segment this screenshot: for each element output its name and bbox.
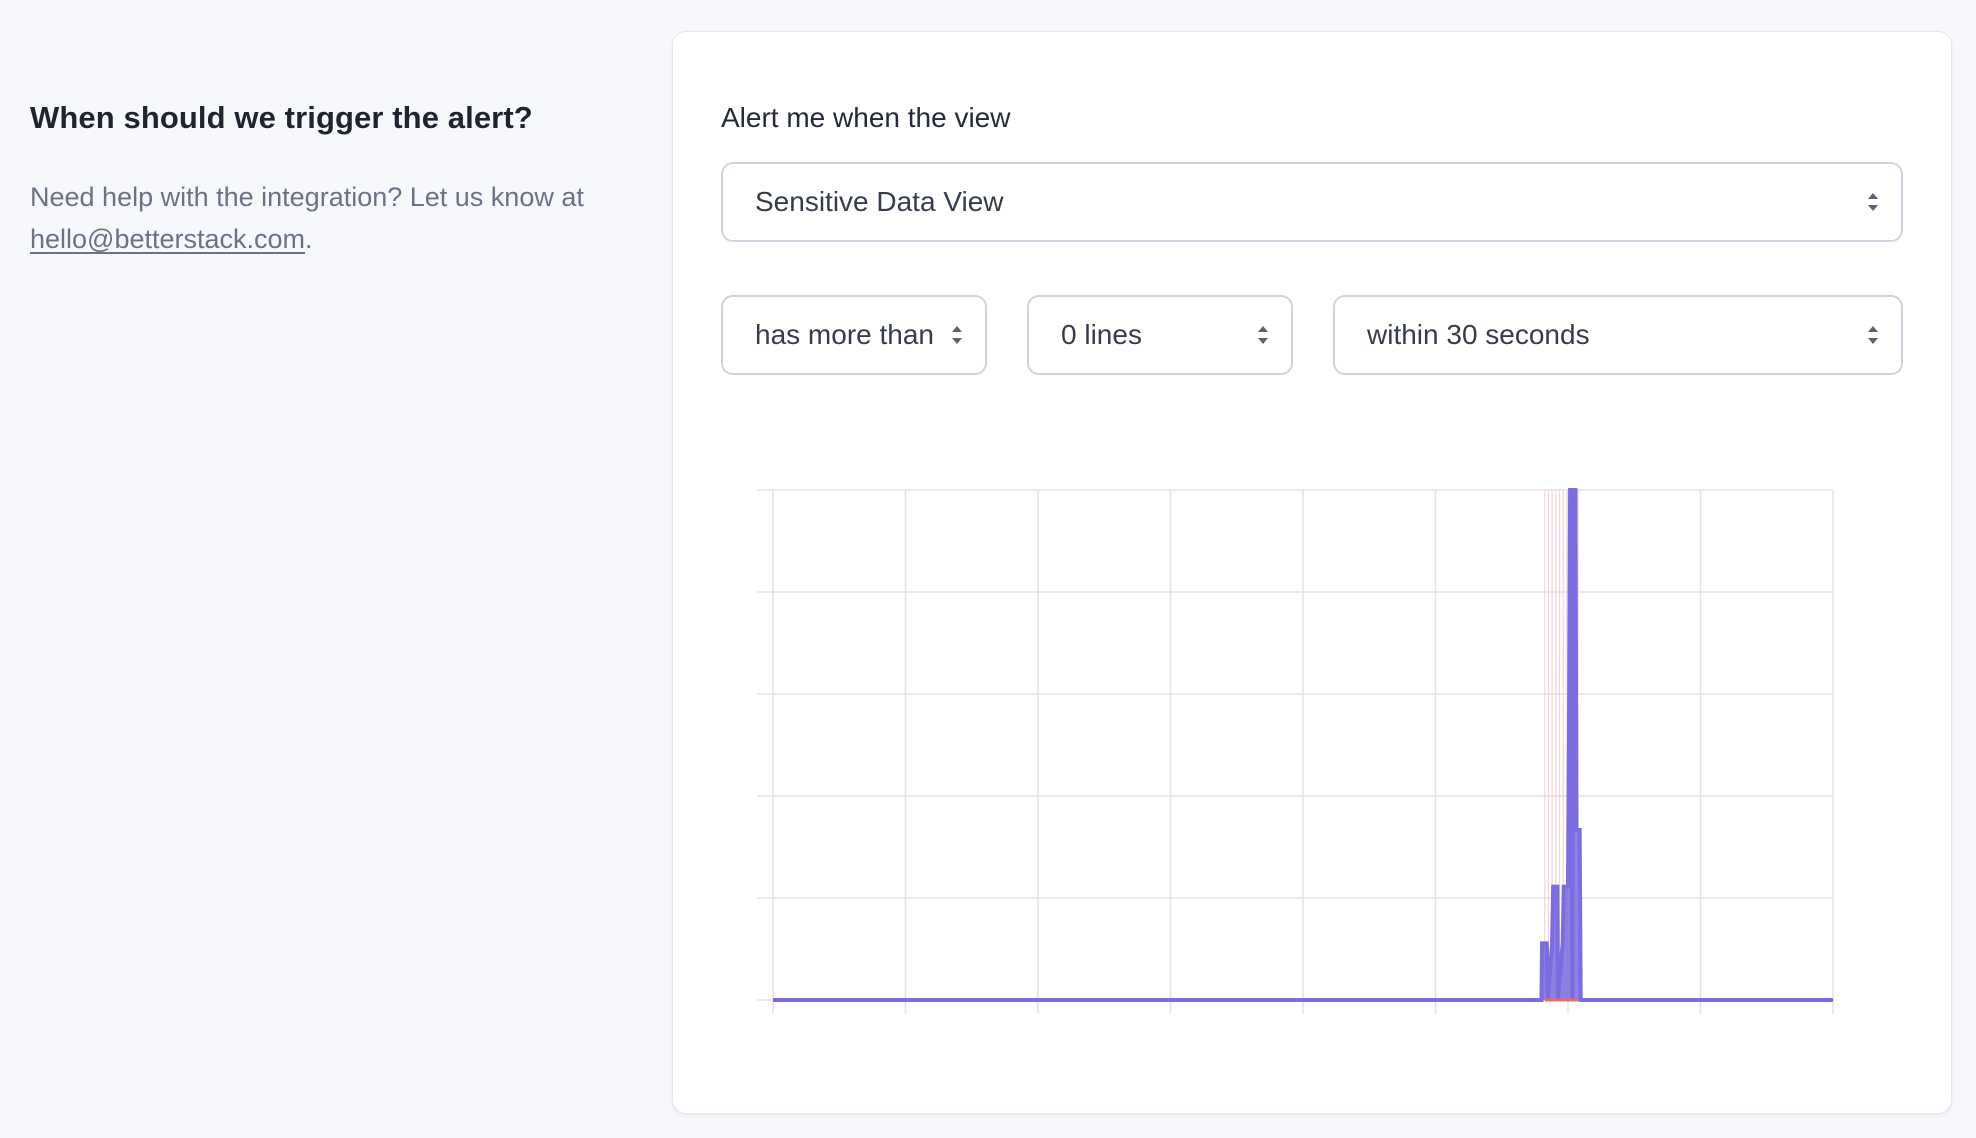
view-select[interactable]: Sensitive Data View <box>721 162 1903 242</box>
series-line <box>773 488 1833 1002</box>
select-arrows-icon <box>951 324 963 346</box>
help-text-suffix: . <box>305 224 313 254</box>
help-email-link[interactable]: hello@betterstack.com <box>30 224 306 254</box>
help-text-prefix: Need help with the integration? Let us k… <box>30 182 584 212</box>
select-arrows-icon <box>1867 324 1879 346</box>
help-text: Need help with the integration? Let us k… <box>30 176 590 260</box>
lines-select-value: 0 lines <box>1061 319 1142 350</box>
section-description: When should we trigger the alert? Need h… <box>30 96 590 260</box>
view-select-value: Sensitive Data View <box>755 186 1004 217</box>
condition-select[interactable]: has more than <box>721 295 987 375</box>
chart-svg <box>757 488 1834 1014</box>
time-window-select[interactable]: within 30 seconds <box>1333 295 1903 375</box>
select-arrows-icon <box>1257 324 1269 346</box>
section-heading: When should we trigger the alert? <box>30 100 533 135</box>
time-window-select-value: within 30 seconds <box>1367 319 1590 350</box>
lines-select[interactable]: 0 lines <box>1027 295 1293 375</box>
alert-card: Alert me when the view Sensitive Data Vi… <box>672 31 1952 1114</box>
select-arrows-icon <box>1867 191 1879 213</box>
alert-preview-chart <box>753 452 1863 1022</box>
alert-view-label: Alert me when the view <box>721 102 1011 133</box>
condition-select-value: has more than <box>755 319 934 350</box>
